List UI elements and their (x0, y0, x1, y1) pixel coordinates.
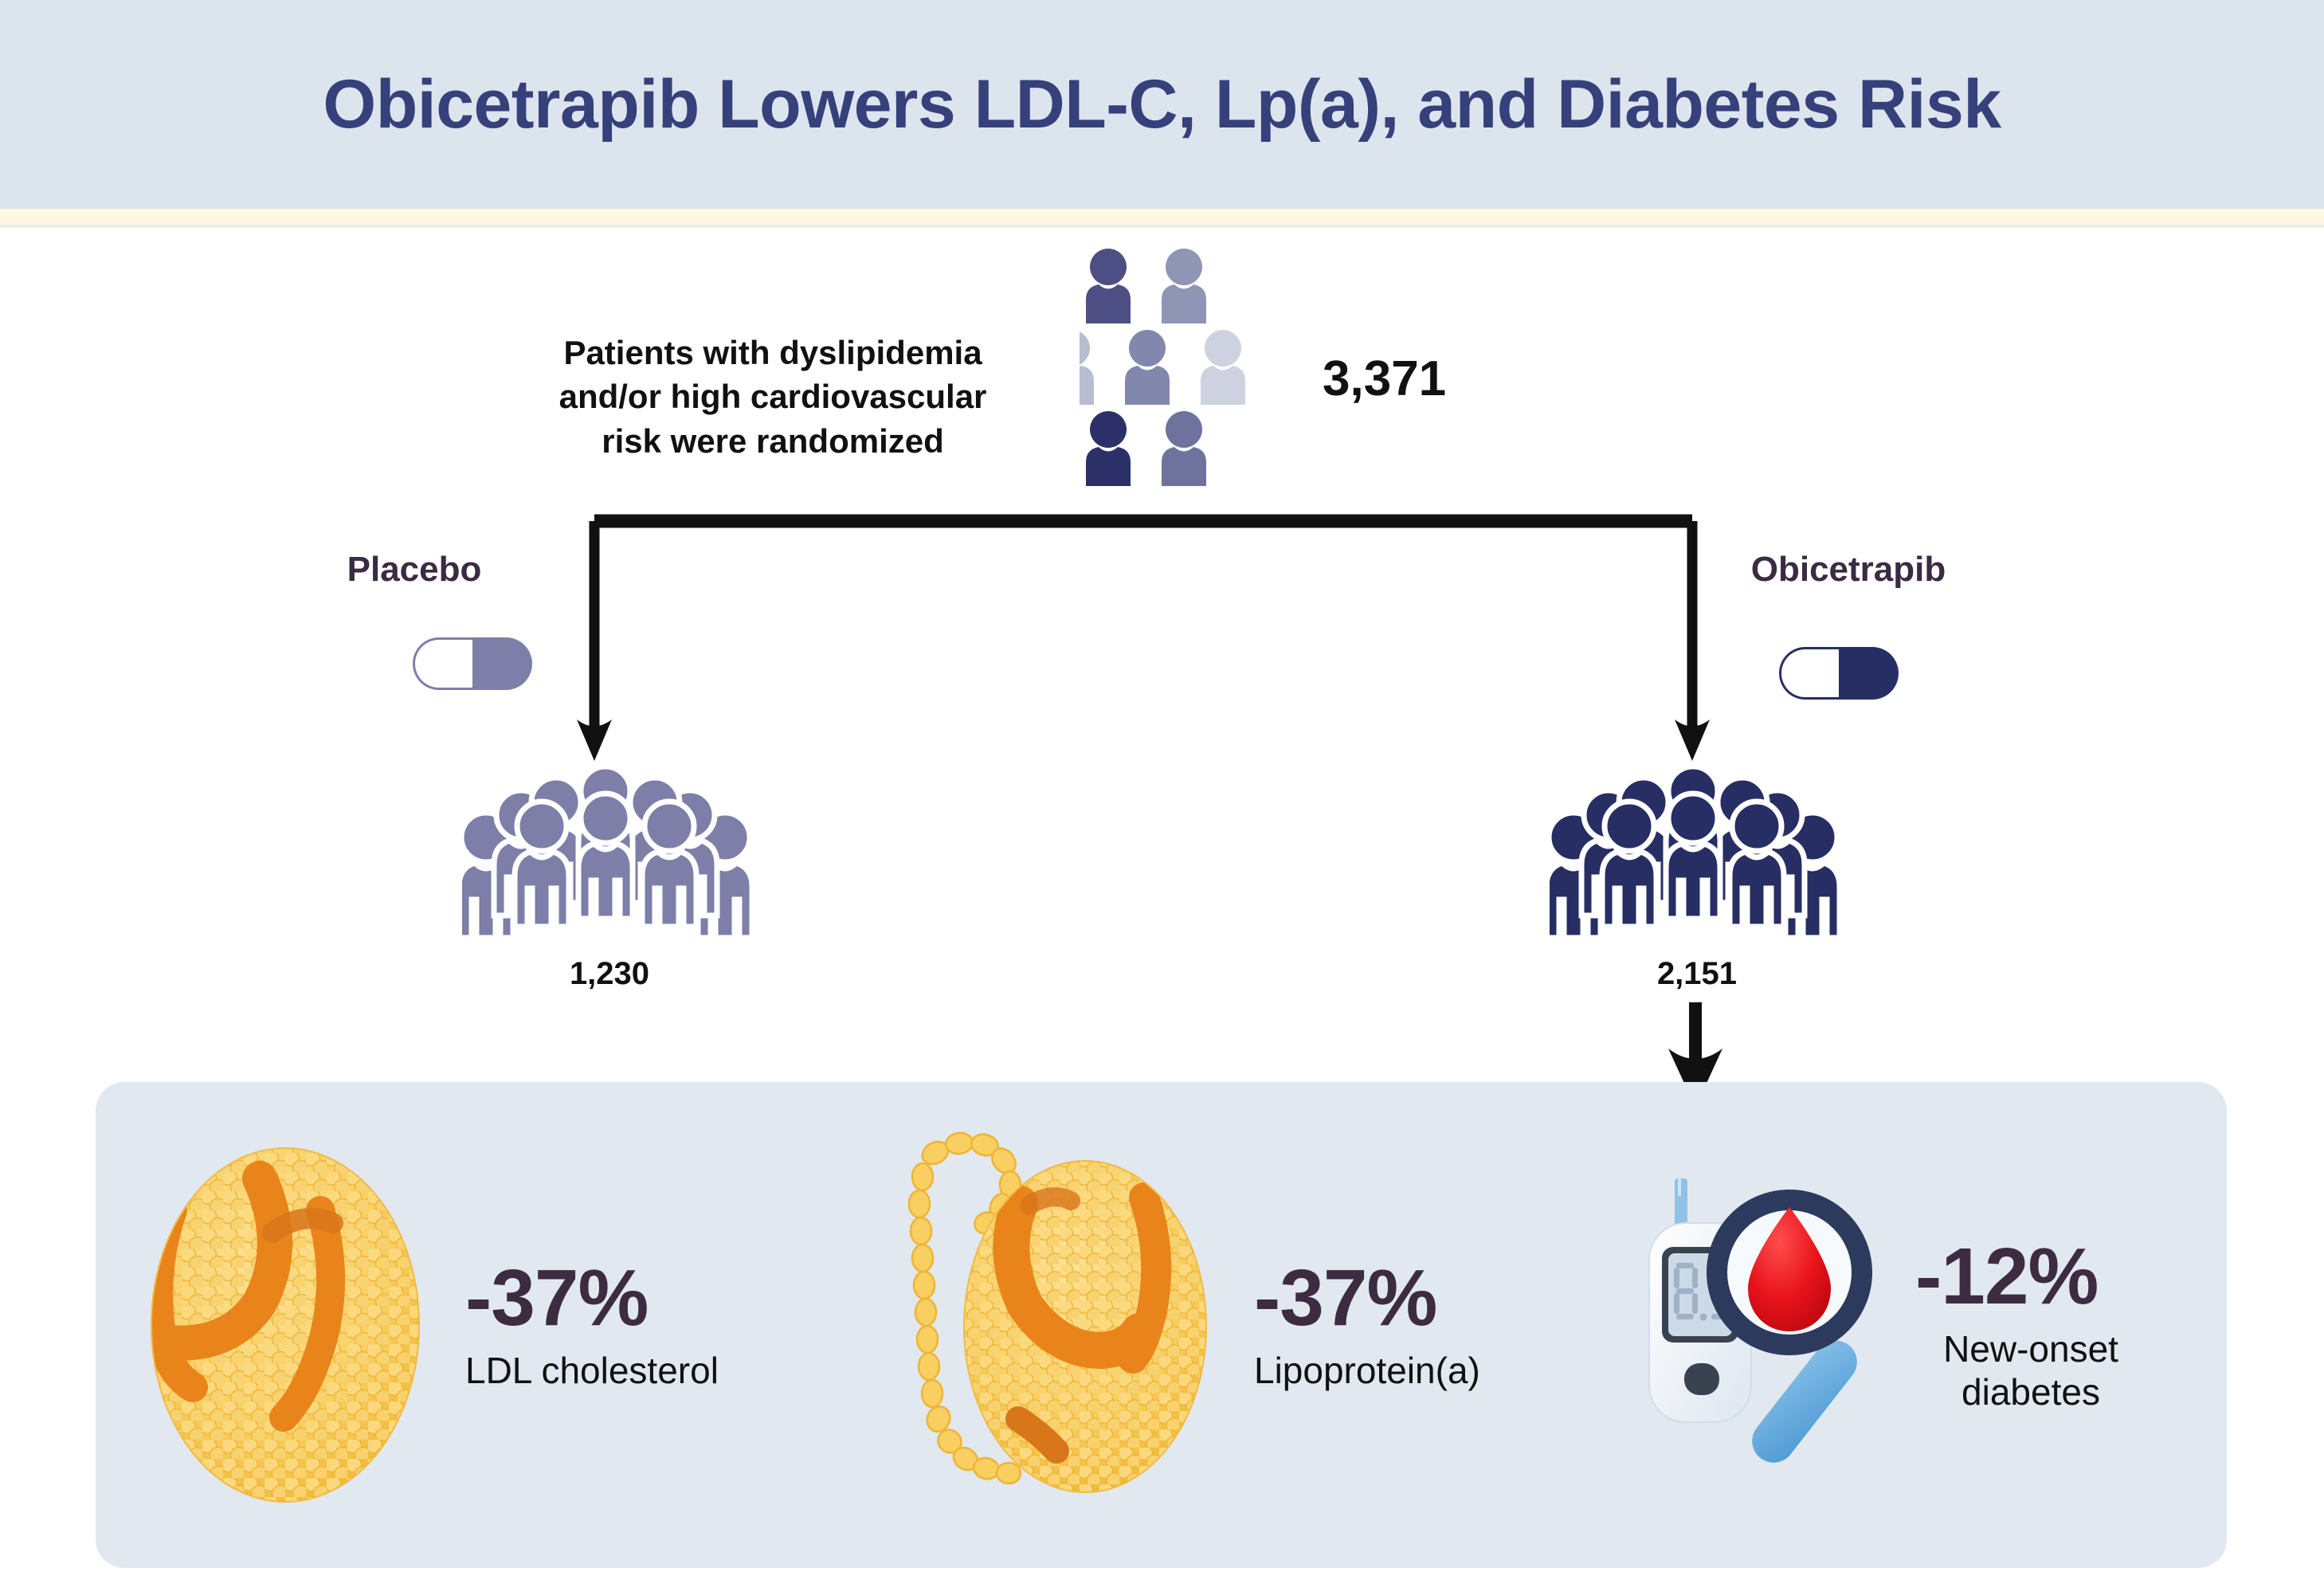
result-label-diabetes: New-onset diabetes (1915, 1327, 2146, 1414)
result-item-diabetes: -12% New-onset diabetes (1641, 1082, 2279, 1568)
lpa-particle-icon (907, 1131, 1207, 1493)
page-title: Obicetrapib Lowers LDL-C, Lp(a), and Dia… (323, 65, 2001, 143)
header-accent-rule-secondary (0, 225, 2324, 228)
ldl-particle-icon (151, 1147, 420, 1503)
arm-count-placebo: 1,230 (569, 956, 650, 991)
result-label-ldl: LDL cholesterol (465, 1349, 719, 1391)
result-item-lpa: -37% Lipoprotein(a) (900, 1082, 1617, 1568)
blood-drop-icon (1748, 1207, 1831, 1331)
header-accent-rule (0, 209, 2324, 225)
result-text-lpa: -37% Lipoprotein(a) (1254, 1258, 1480, 1392)
pill-half-light (415, 640, 472, 688)
randomization-caption-line2: and/or high cardiovascular (558, 378, 987, 416)
result-percent-ldl: -37% (465, 1253, 649, 1343)
result-label-diabetes-line2: diabetes (1961, 1371, 2100, 1413)
result-percent-lpa: -37% (1254, 1253, 1437, 1343)
crowd-icon-placebo (462, 769, 757, 948)
crowd-icon-obicetrapib (1550, 769, 1844, 948)
total-randomized-count: 3,371 (1323, 351, 1447, 406)
arm-label-obicetrapib: Obicetrapib (1750, 550, 1946, 589)
result-text-ldl: -37% LDL cholesterol (465, 1258, 719, 1392)
glucometer-magnifier-icon (1648, 1178, 1872, 1463)
arm-count-obicetrapib: 2,151 (1656, 956, 1738, 991)
magnifier-handle (1752, 1340, 1857, 1463)
capsule-pill-icon-placebo (413, 637, 532, 690)
result-percent-diabetes: -12% (1915, 1231, 2099, 1321)
capsule-pill-icon-obicetrapib (1779, 647, 1899, 700)
randomization-caption-line3: risk were randomized (602, 421, 944, 460)
result-item-ldl: -37% LDL cholesterol (120, 1082, 837, 1568)
arm-label-placebo: Placebo (347, 550, 482, 589)
glucometer-button (1684, 1363, 1719, 1395)
randomization-caption-line1: Patients with dyslipidemia (563, 334, 982, 371)
header-band: Obicetrapib Lowers LDL-C, Lp(a), and Dia… (0, 0, 2324, 209)
result-text-diabetes: -12% New-onset diabetes (1915, 1237, 2146, 1414)
result-label-lpa: Lipoprotein(a) (1254, 1349, 1480, 1391)
pill-half-light (1781, 649, 1839, 697)
result-label-diabetes-line1: New-onset (1943, 1327, 2118, 1370)
randomization-bracket-connector (577, 514, 1710, 761)
people-group-icon (1080, 249, 1245, 486)
results-down-arrow (1668, 1002, 1722, 1107)
randomization-caption: Patients with dyslipidemia and/or high c… (510, 331, 1036, 463)
